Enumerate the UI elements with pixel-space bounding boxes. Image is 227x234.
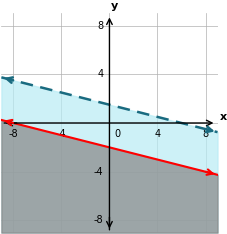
Text: x: x — [219, 112, 226, 122]
Text: 0: 0 — [114, 129, 120, 139]
Text: -4: -4 — [94, 167, 103, 177]
Text: 8: 8 — [202, 129, 208, 139]
Text: 4: 4 — [154, 129, 160, 139]
Text: -4: -4 — [56, 129, 66, 139]
Text: -8: -8 — [94, 216, 103, 225]
Text: y: y — [110, 1, 117, 11]
Text: 4: 4 — [97, 69, 103, 79]
Text: -8: -8 — [9, 129, 18, 139]
Text: 8: 8 — [97, 21, 103, 31]
